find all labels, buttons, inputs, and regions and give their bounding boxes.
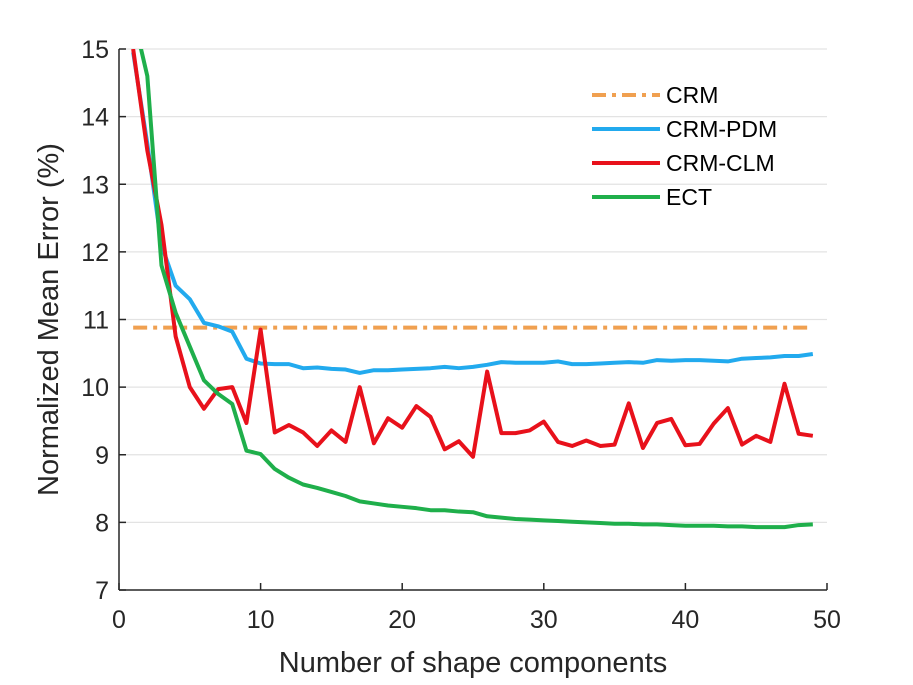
y-tick-label: 7 <box>95 577 109 605</box>
y-axis-label: Normalized Mean Error (%) <box>33 143 65 496</box>
y-tick-label: 11 <box>83 307 109 335</box>
tick-labels: 0 10 20 30 40 50 7 8 9 10 11 12 13 14 15 <box>81 36 841 634</box>
legend: CRM CRM-PDM CRM-CLM ECT <box>592 82 777 210</box>
x-tick-label: 50 <box>813 606 841 634</box>
y-tick-label: 12 <box>81 239 109 267</box>
y-tick-label: 14 <box>81 104 109 132</box>
y-tick-label: 10 <box>81 374 109 402</box>
series-line-crm-clm <box>131 49 814 459</box>
legend-label-crm-clm: CRM-CLM <box>666 150 775 176</box>
x-tick-label: 0 <box>112 606 126 634</box>
series-line-ect <box>138 49 813 530</box>
legend-label-ect: ECT <box>666 184 712 210</box>
y-tick-label: 13 <box>81 171 109 199</box>
legend-label-crm: CRM <box>666 82 718 108</box>
series-group <box>131 49 814 530</box>
y-tick-label: 8 <box>95 509 109 537</box>
gridlines <box>119 48 827 523</box>
x-axis-label: Number of shape components <box>279 647 668 679</box>
x-tick-label: 40 <box>671 606 699 634</box>
y-tick-label: 15 <box>81 36 109 64</box>
x-tick-label: 30 <box>530 606 558 634</box>
series-line-crm-pdm <box>131 52 814 375</box>
y-tick-label: 9 <box>95 442 109 470</box>
legend-label-crm-pdm: CRM-PDM <box>666 116 777 142</box>
x-tick-label: 10 <box>247 606 275 634</box>
x-tick-label: 20 <box>388 606 416 634</box>
plot-area <box>131 49 814 530</box>
